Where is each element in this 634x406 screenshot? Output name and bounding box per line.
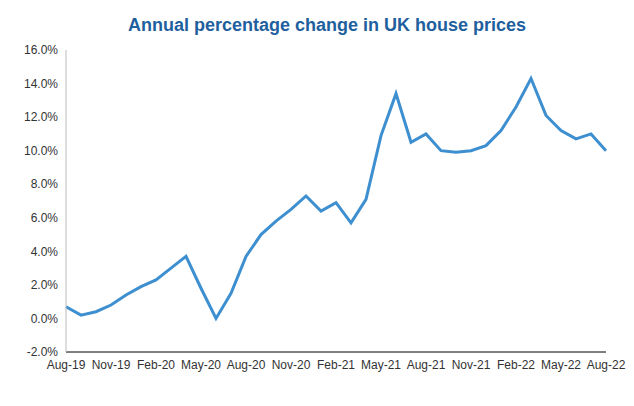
svg-text:16.0%: 16.0%	[24, 43, 58, 57]
svg-text:Nov-21: Nov-21	[452, 358, 491, 372]
svg-text:Aug-19: Aug-19	[47, 358, 86, 372]
svg-text:2.0%: 2.0%	[31, 278, 59, 292]
svg-text:8.0%: 8.0%	[31, 177, 59, 191]
svg-text:Nov-20: Nov-20	[272, 358, 311, 372]
svg-text:May-21: May-21	[361, 358, 401, 372]
svg-text:6.0%: 6.0%	[31, 211, 59, 225]
svg-text:12.0%: 12.0%	[24, 110, 58, 124]
svg-text:May-22: May-22	[541, 358, 581, 372]
svg-text:Feb-20: Feb-20	[137, 358, 175, 372]
svg-text:-2.0%: -2.0%	[27, 345, 59, 359]
html-text:Annual percentage change in UK: Annual percentage change in UK house pri…	[128, 15, 526, 35]
svg-text:Feb-21: Feb-21	[317, 358, 355, 372]
svg-text:Aug-20: Aug-20	[227, 358, 266, 372]
svg-text:May-20: May-20	[181, 358, 221, 372]
svg-text:14.0%: 14.0%	[24, 77, 58, 91]
svg-text:Feb-22: Feb-22	[497, 358, 535, 372]
svg-text:10.0%: 10.0%	[24, 144, 58, 158]
svg-text:4.0%: 4.0%	[31, 245, 59, 259]
svg-text:0.0%: 0.0%	[31, 312, 59, 326]
svg-text:Aug-22: Aug-22	[587, 358, 626, 372]
svg-text:Aug-21: Aug-21	[407, 358, 446, 372]
svg-text:Nov-19: Nov-19	[92, 358, 131, 372]
